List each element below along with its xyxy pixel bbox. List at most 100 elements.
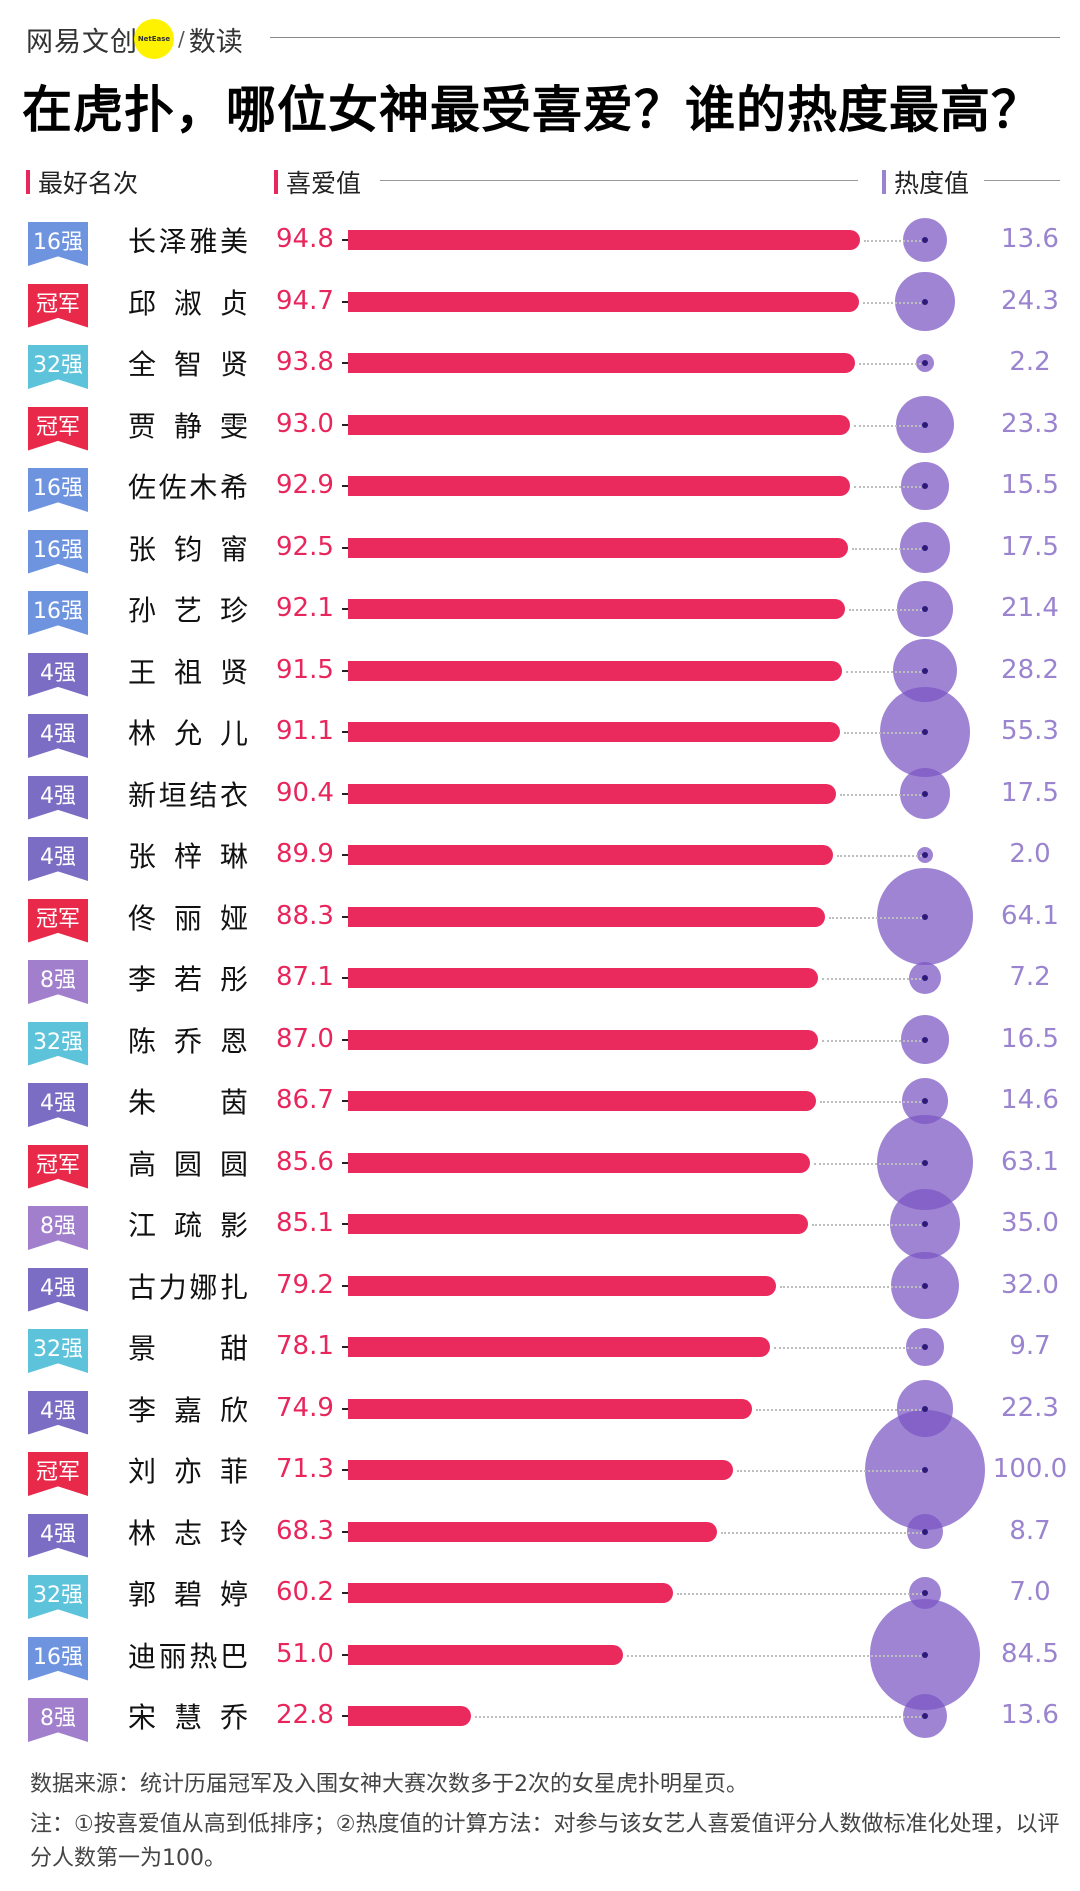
- column-header-love-label: 喜爱值: [286, 169, 362, 198]
- bubble-center-dot: [922, 975, 928, 981]
- chart-row: 32强 陈乔恩 87.0 16.5: [0, 1021, 1080, 1101]
- name-char: 林: [128, 717, 157, 750]
- chart-row: 冠军 佟丽娅 88.3 64.1: [0, 898, 1080, 978]
- heat-value: 13.6: [1001, 224, 1059, 254]
- rank-badge: 冠军: [28, 406, 88, 451]
- name-char: 贞: [219, 286, 248, 320]
- heat-value: 17.5: [1001, 777, 1059, 808]
- chart-row: 16强 迪丽热巴 51.0 84.5: [0, 1636, 1080, 1716]
- chart-row: 4强 林允儿 91.1 55.3: [0, 714, 1080, 793]
- footer-note: 注：①按喜爱值从高到低排序；②热度值的计算方法：对参与该女艺人喜爱值评分人数做标…: [30, 1812, 1060, 1871]
- name-label: 佟丽娅: [128, 899, 248, 935]
- chart-row: 4强 林志玲 68.3 8.7: [0, 1513, 1080, 1593]
- column-header-rank: 最好名次: [26, 164, 138, 200]
- chart-row: 4强 新垣结衣 90.4 17.5: [0, 775, 1080, 855]
- love-value: 74.9: [276, 1392, 334, 1423]
- leader-line: [858, 363, 925, 365]
- header-marker: [26, 170, 30, 194]
- love-value: 92.1: [276, 593, 334, 623]
- love-bar: [348, 1275, 776, 1296]
- name-char: 高: [128, 1147, 157, 1181]
- name-char: 碧: [173, 1578, 202, 1611]
- name-char: 淑: [173, 286, 202, 320]
- chart-row: 8强 江疏影 85.1 35.0: [0, 1206, 1080, 1285]
- name-label: 郭碧婷: [128, 1575, 248, 1611]
- bubble-center-dot: [922, 790, 928, 797]
- name-char: 李: [128, 1393, 157, 1427]
- name-char: 江: [128, 1209, 157, 1242]
- name-label: 贾静雯: [128, 407, 248, 443]
- rank-badge: 4强: [28, 652, 88, 697]
- love-bar: [348, 537, 848, 558]
- leader-line: [475, 1716, 925, 1718]
- name-label: 孙艺珍: [128, 591, 248, 627]
- name-char: 贤: [219, 348, 248, 381]
- rank-badge: 32强: [28, 345, 88, 389]
- brand-dot-icon: NetEase: [134, 19, 174, 59]
- name-label: 邱淑贞: [128, 284, 248, 320]
- name-char: 若: [173, 963, 202, 996]
- rank-badge: 8强: [28, 960, 88, 1004]
- rank-badge: 4强: [28, 775, 88, 820]
- name-char: 娜: [189, 1270, 218, 1304]
- rank-badge: 16强: [28, 468, 88, 512]
- name-char: 祖: [173, 655, 202, 689]
- heat-value: 14.6: [1001, 1085, 1059, 1115]
- chart-row: 4强朱茵 86.7 14.6: [0, 1083, 1080, 1162]
- chart-row: 4强 古力娜扎 79.2 32.0: [0, 1267, 1080, 1347]
- bubble-center-dot: [922, 1467, 928, 1473]
- love-bar: [348, 906, 825, 927]
- leader-line: [814, 1162, 925, 1165]
- bubble-center-dot: [922, 1221, 928, 1227]
- love-bar: [348, 968, 819, 988]
- name-char: 佟: [128, 901, 157, 935]
- name-char: 梓: [173, 840, 202, 873]
- heat-value: 16.5: [1001, 1023, 1059, 1054]
- name-char: 恩: [219, 1024, 248, 1058]
- heat-value: 22.3: [1001, 1392, 1059, 1423]
- bubble-center-dot: [922, 667, 928, 674]
- name-char: 美: [219, 225, 248, 258]
- love-bar: [348, 845, 834, 865]
- name-char: 佐: [158, 471, 187, 504]
- name-char: 张: [128, 532, 157, 566]
- love-bar: [348, 1152, 811, 1173]
- name-char: 陈: [128, 1024, 157, 1058]
- name-char: 全: [128, 348, 157, 381]
- leader-line: [849, 609, 925, 611]
- chart-row: 16强 张钧甯 92.5 17.5: [0, 529, 1080, 609]
- brand-sub: 数读: [188, 26, 243, 58]
- name-label: 林允儿: [128, 714, 248, 750]
- rank-badge: 冠军: [28, 1144, 88, 1189]
- name-label: 高圆圆: [128, 1145, 248, 1181]
- bubble-center-dot: [922, 1036, 928, 1043]
- love-value: 85.6: [276, 1146, 334, 1177]
- love-value: 93.0: [276, 408, 334, 439]
- love-bar: [348, 353, 855, 373]
- love-value: 85.1: [276, 1208, 334, 1238]
- love-value: 78.1: [276, 1331, 334, 1361]
- leader-line: [821, 1039, 925, 1042]
- love-value: 87.1: [276, 962, 334, 992]
- leader-line: [846, 670, 925, 673]
- love-bar: [348, 291, 860, 312]
- name-label: 长泽雅美: [128, 222, 248, 258]
- name-char: 娅: [219, 901, 248, 935]
- name-char: 丽: [158, 1639, 187, 1673]
- name-label: 陈乔恩: [128, 1022, 248, 1058]
- love-bar: [348, 1091, 817, 1111]
- brand-name: 网易文创: [26, 26, 138, 58]
- rank-badge: 32强: [28, 1329, 88, 1373]
- love-value: 93.8: [276, 347, 334, 377]
- love-bar: [348, 599, 846, 619]
- header-marker: [274, 170, 278, 194]
- name-char: 扎: [219, 1270, 248, 1304]
- leader-line: [779, 1285, 925, 1288]
- bubble-center-dot: [922, 606, 928, 612]
- love-bar: [348, 414, 851, 435]
- leader-line: [773, 1347, 925, 1349]
- chart-row: 冠军 刘亦菲 71.3 100.0: [0, 1452, 1080, 1531]
- leader-line: [837, 855, 925, 857]
- love-value: 91.5: [276, 654, 334, 685]
- heat-value: 17.5: [1001, 531, 1059, 562]
